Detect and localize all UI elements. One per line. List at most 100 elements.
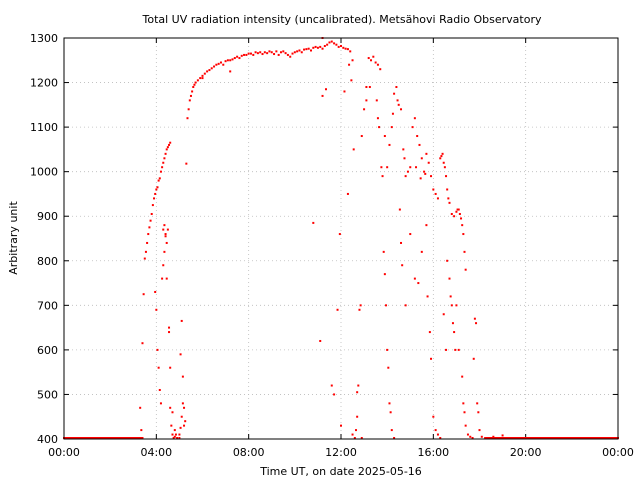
data-point	[380, 166, 383, 169]
data-point	[210, 67, 213, 70]
data-point	[169, 406, 172, 409]
y-tick-label: 400	[37, 433, 58, 446]
data-point	[398, 208, 401, 211]
data-point	[388, 143, 391, 146]
data-point	[158, 388, 161, 391]
data-point	[155, 308, 158, 311]
data-point	[348, 63, 351, 66]
y-tick-label: 1000	[30, 166, 58, 179]
data-point	[201, 74, 204, 77]
data-point	[463, 250, 466, 253]
data-point	[163, 250, 166, 253]
data-point	[387, 366, 390, 369]
data-point	[321, 47, 324, 50]
data-point	[442, 313, 445, 316]
data-point	[439, 437, 442, 439]
data-point	[289, 55, 292, 58]
data-point	[450, 304, 453, 307]
y-tick-label: 1300	[30, 32, 58, 45]
data-point	[173, 435, 176, 438]
data-point	[279, 51, 282, 54]
data-point	[186, 117, 189, 120]
data-point	[463, 411, 466, 414]
data-point	[312, 221, 315, 224]
data-point	[213, 65, 216, 68]
data-point	[464, 424, 467, 427]
data-point	[206, 70, 209, 73]
x-tick-label: 04:00	[140, 446, 172, 459]
data-point	[233, 57, 236, 60]
data-point	[376, 117, 379, 120]
data-point	[379, 68, 382, 71]
data-point	[338, 233, 341, 236]
data-point	[192, 86, 195, 89]
data-point	[445, 175, 448, 178]
data-point	[183, 424, 186, 427]
data-point	[475, 322, 478, 325]
data-point	[367, 57, 370, 60]
data-point	[355, 429, 358, 432]
data-point	[478, 429, 481, 432]
data-point	[168, 326, 171, 329]
data-point	[185, 162, 188, 165]
data-point	[155, 188, 158, 191]
data-point	[457, 208, 460, 211]
data-point	[449, 295, 452, 298]
data-point	[159, 170, 162, 173]
data-point	[226, 59, 229, 62]
data-point	[469, 435, 472, 438]
data-point	[402, 148, 405, 151]
data-point	[386, 166, 389, 169]
data-point	[231, 58, 234, 61]
data-point	[359, 304, 362, 307]
data-point	[183, 406, 186, 409]
data-point	[303, 48, 306, 51]
data-point	[400, 241, 403, 244]
data-point	[240, 54, 243, 57]
data-point	[403, 157, 406, 160]
data-point	[335, 43, 338, 46]
y-axis-label: Arbitrary unit	[7, 201, 20, 275]
data-point	[456, 208, 459, 211]
data-point	[321, 94, 324, 97]
data-point	[352, 148, 355, 151]
data-point	[147, 233, 150, 236]
data-point	[413, 277, 416, 280]
y-tick-label: 500	[37, 388, 58, 401]
data-point	[416, 135, 419, 138]
data-point	[340, 45, 342, 48]
data-point	[363, 108, 366, 111]
data-point	[277, 53, 280, 56]
data-point	[436, 433, 439, 436]
data-point	[446, 259, 449, 262]
data-point	[349, 50, 352, 53]
data-point	[457, 348, 460, 351]
data-point	[196, 79, 199, 82]
data-point	[383, 273, 386, 276]
data-point	[254, 51, 257, 54]
data-point	[157, 366, 160, 369]
data-point	[386, 348, 389, 351]
data-point	[158, 177, 161, 180]
data-point	[159, 402, 162, 405]
data-point	[406, 170, 409, 173]
data-point	[404, 304, 407, 307]
chart-title: Total UV radiation intensity (uncalibrat…	[142, 13, 542, 26]
data-point	[370, 59, 373, 62]
y-tick-label: 1100	[30, 121, 58, 134]
data-point	[472, 357, 475, 360]
data-point	[390, 126, 393, 129]
data-point	[300, 51, 303, 54]
data-point	[163, 157, 166, 160]
data-point	[201, 77, 204, 80]
data-point	[420, 157, 423, 160]
data-point	[191, 90, 194, 93]
data-point	[178, 433, 181, 436]
data-point	[164, 152, 167, 155]
data-point	[162, 161, 165, 164]
data-point	[436, 197, 439, 200]
data-point	[256, 52, 259, 55]
data-point	[154, 192, 157, 195]
data-point	[356, 391, 359, 394]
